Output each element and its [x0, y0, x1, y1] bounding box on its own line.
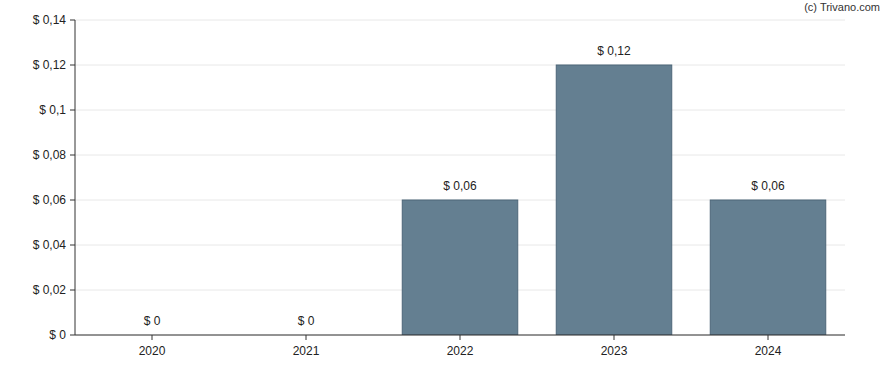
x-tick-label: 2020: [139, 344, 166, 358]
grid-line: [75, 20, 845, 21]
x-tick-label: 2021: [293, 344, 320, 358]
y-tick: [70, 155, 75, 156]
x-tick-label: 2022: [447, 344, 474, 358]
y-tick-label: $ 0,02: [33, 283, 67, 297]
y-tick-label: $ 0,14: [33, 13, 67, 27]
data-label: $ 0,06: [751, 179, 785, 193]
data-label: $ 0: [298, 314, 315, 328]
y-tick-label: $ 0,04: [33, 238, 67, 252]
y-tick-label: $ 0,1: [39, 103, 66, 117]
bar: [710, 200, 826, 335]
y-tick: [70, 20, 75, 21]
y-tick-label: $ 0,08: [33, 148, 67, 162]
grid-line: [75, 65, 845, 66]
x-tick: [460, 335, 461, 340]
chart: $ 0 $ 0,02 $ 0,04 $ 0,06 $ 0,08 $ 0,1 $ 0,12 $ …: [0, 0, 888, 370]
y-tick: [70, 65, 75, 66]
x-tick: [306, 335, 307, 340]
y-axis: [75, 20, 76, 335]
x-tick-label: 2023: [601, 344, 628, 358]
y-tick-label: $ 0,12: [33, 58, 67, 72]
y-tick: [70, 245, 75, 246]
y-tick: [70, 110, 75, 111]
y-tick: [70, 200, 75, 201]
x-tick: [152, 335, 153, 340]
bar: [402, 200, 518, 335]
y-tick: [70, 335, 75, 336]
y-tick-label: $ 0: [49, 328, 66, 342]
annotation: (c) Trivano.com: [804, 1, 880, 13]
bars: [402, 65, 826, 335]
data-label: $ 0,06: [443, 179, 477, 193]
y-tick: [70, 290, 75, 291]
data-label: $ 0,12: [597, 44, 631, 58]
bar: [556, 65, 672, 335]
x-tick-label: 2024: [755, 344, 782, 358]
x-tick: [768, 335, 769, 340]
grid-line: [75, 155, 845, 156]
x-tick: [614, 335, 615, 340]
y-tick-label: $ 0,06: [33, 193, 67, 207]
grid-line: [75, 110, 845, 111]
data-label: $ 0: [144, 314, 161, 328]
